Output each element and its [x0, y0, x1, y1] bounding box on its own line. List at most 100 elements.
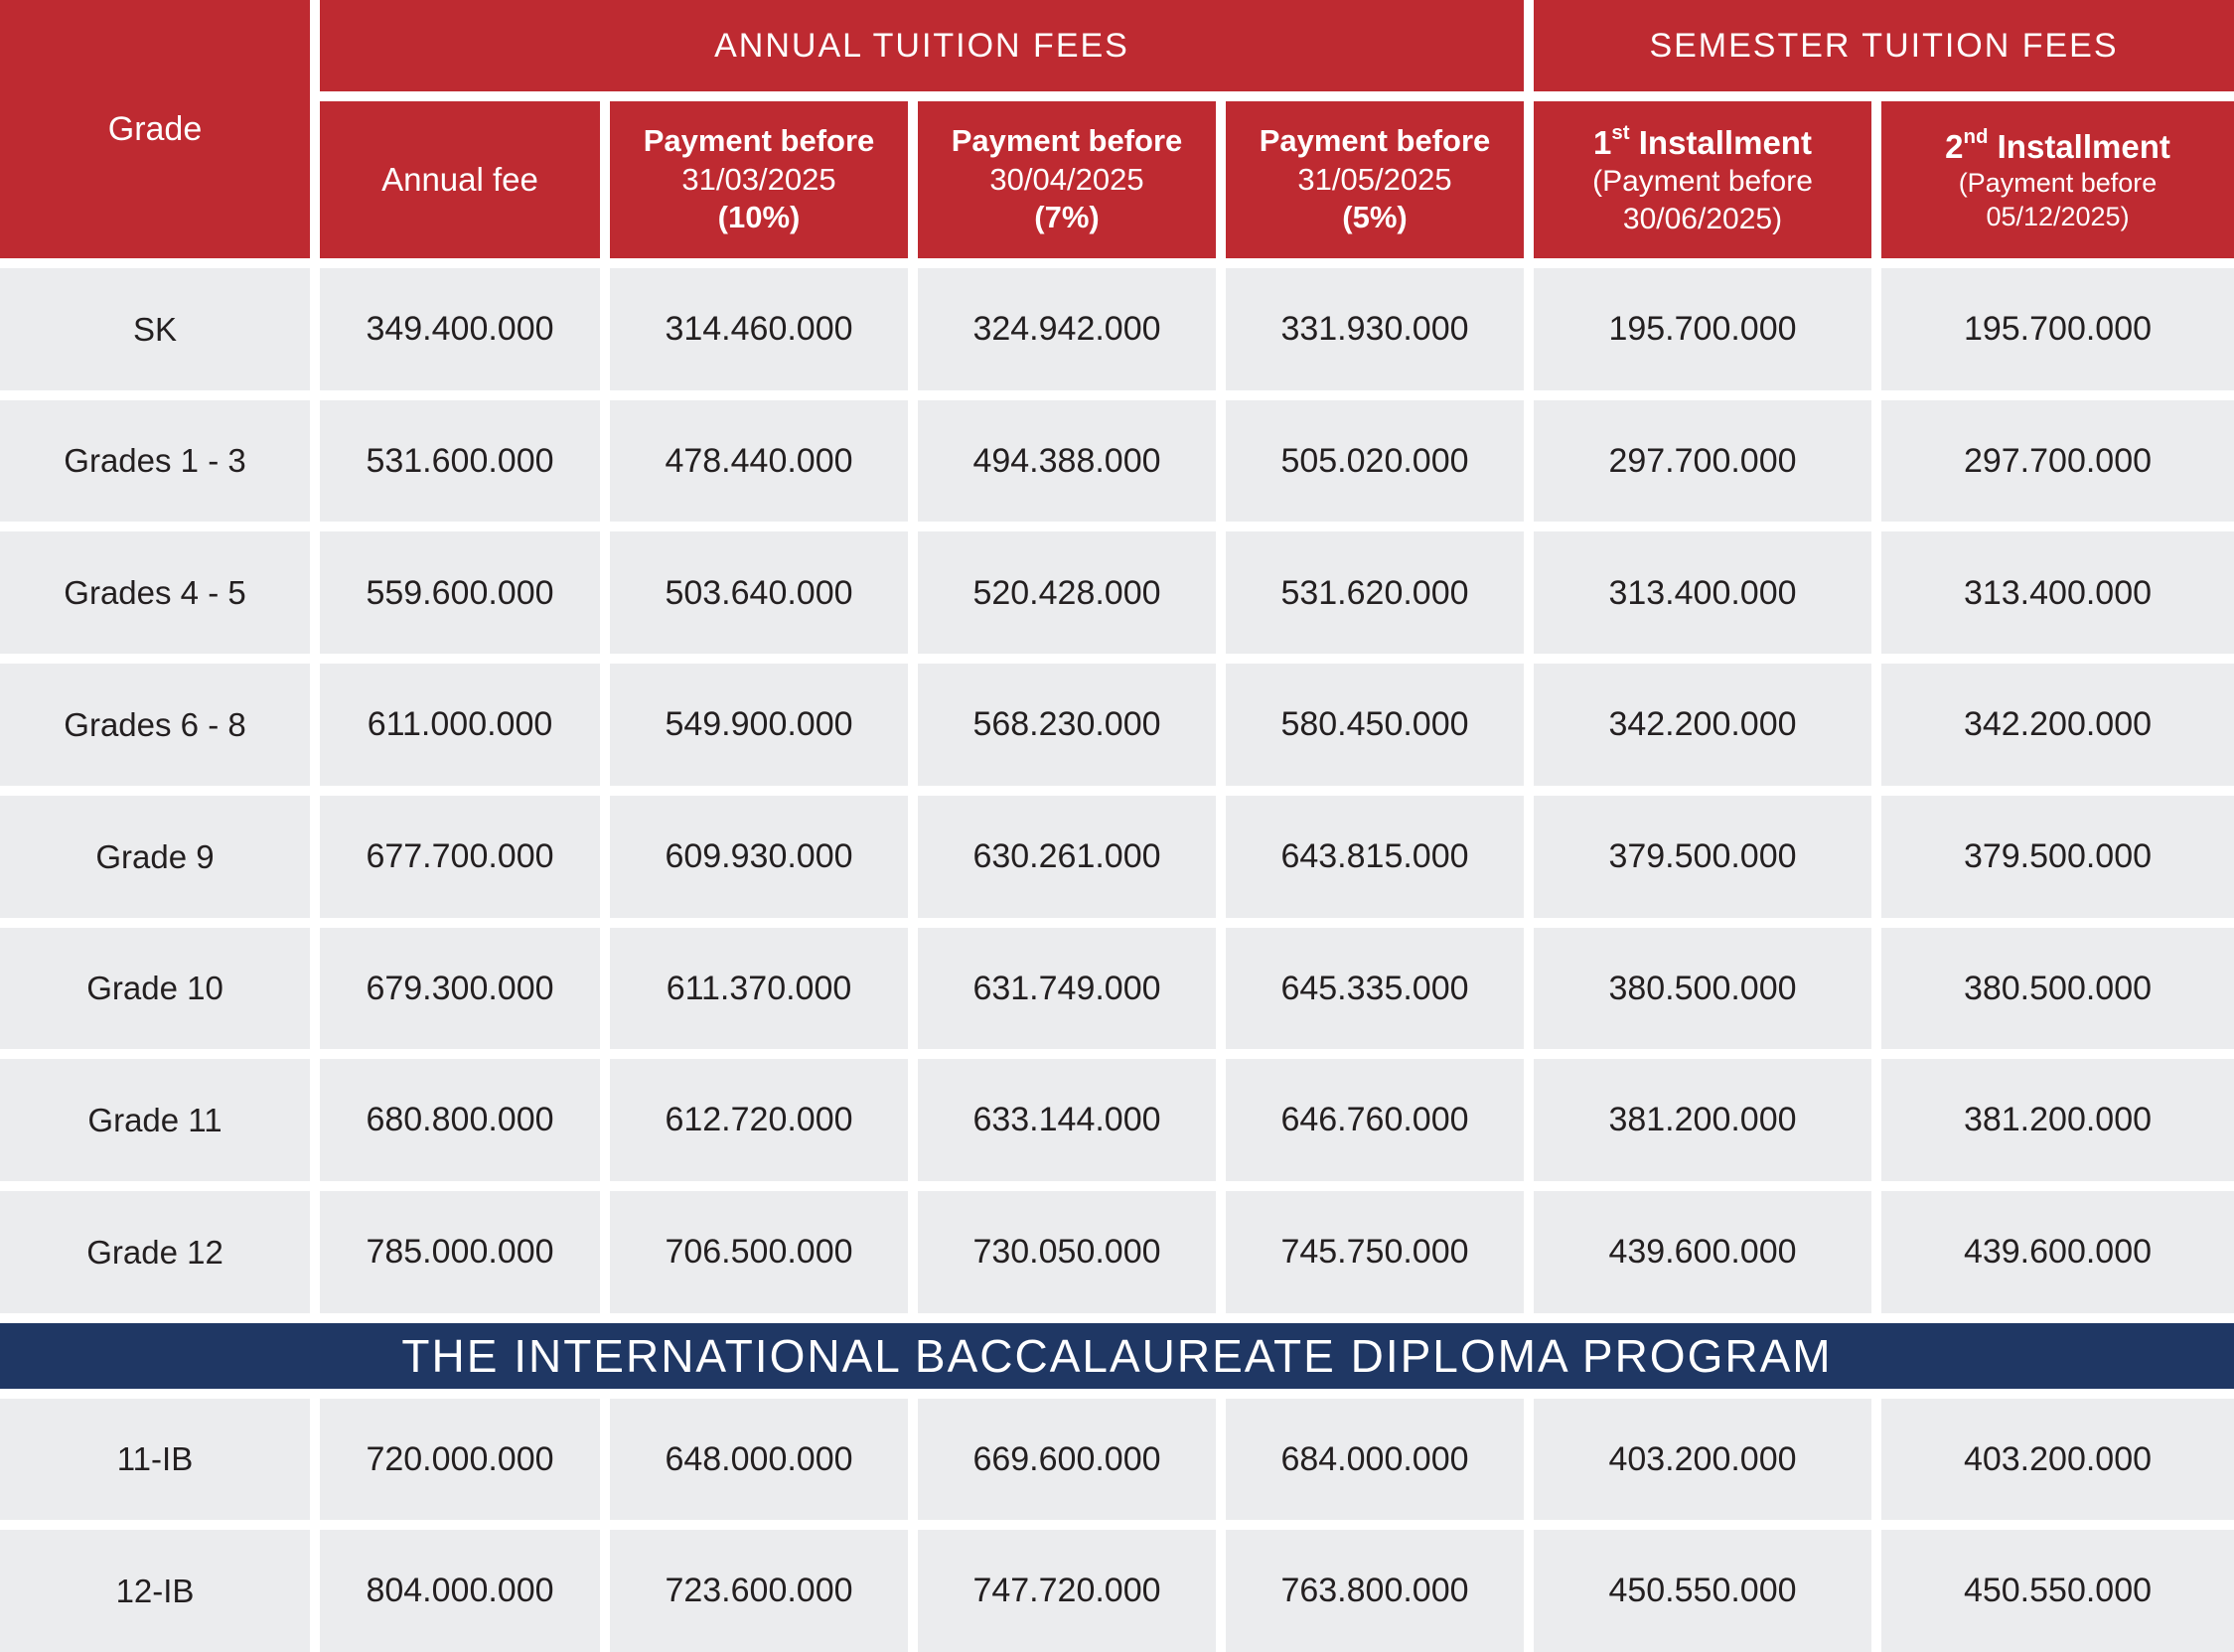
- fee-cell: 723.600.000: [610, 1530, 908, 1652]
- installment-fee-cell: 342.200.000: [1534, 664, 1871, 786]
- grade-cell: Grades 6 - 8: [0, 664, 310, 786]
- table-row-grade-11: Grade 11 680.800.000 612.720.000 633.144…: [0, 1059, 2234, 1181]
- annual-fee-cell: 804.000.000: [320, 1530, 600, 1652]
- installment-fee-cell: 313.400.000: [1534, 531, 1871, 655]
- installment-fee-cell: 381.200.000: [1534, 1059, 1871, 1181]
- fee-cell: 568.230.000: [918, 664, 1216, 786]
- payment-deadline-date: 31/05/2025: [1297, 161, 1452, 197]
- grade-cell: Grades 4 - 5: [0, 531, 310, 655]
- installment-fee-cell: 403.200.000: [1881, 1398, 2234, 1521]
- ib-program-banner: THE INTERNATIONAL BACCALAUREATE DIPLOMA …: [0, 1322, 2234, 1389]
- annual-fee-cell: 349.400.000: [320, 268, 600, 390]
- semester-tuition-fees-group-header: SEMESTER TUITION FEES: [1534, 0, 2234, 91]
- installment-fee-cell: 313.400.000: [1881, 531, 2234, 655]
- discount-percentage: (7%): [1034, 200, 1100, 235]
- payment-before-march-column-header: Payment before 31/03/2025 (10%): [610, 101, 908, 258]
- installment-fee-cell: 195.700.000: [1534, 268, 1871, 390]
- annual-fee-cell: 559.600.000: [320, 531, 600, 655]
- fee-cell: 580.450.000: [1226, 664, 1524, 786]
- installment-fee-cell: 381.200.000: [1881, 1059, 2234, 1181]
- table-row-grade-12: Grade 12 785.000.000 706.500.000 730.050…: [0, 1190, 2234, 1313]
- first-installment-column-header: 1st Installment (Payment before 30/06/20…: [1534, 101, 1871, 258]
- installment-fee-cell: 450.550.000: [1534, 1530, 1871, 1652]
- table-row-grades-1-3: Grades 1 - 3 531.600.000 478.440.000 494…: [0, 399, 2234, 523]
- annual-fee-cell: 720.000.000: [320, 1398, 600, 1521]
- grade-cell: Grade 12: [0, 1190, 310, 1313]
- fee-cell: 643.815.000: [1226, 795, 1524, 918]
- annual-fee-cell: 677.700.000: [320, 795, 600, 918]
- installment-fee-cell: 342.200.000: [1881, 664, 2234, 786]
- fee-cell: 763.800.000: [1226, 1530, 1524, 1652]
- table-row-grade-9: Grade 9 677.700.000 609.930.000 630.261.…: [0, 795, 2234, 918]
- fee-cell: 612.720.000: [610, 1059, 908, 1181]
- payment-before-may-column-header: Payment before 31/05/2025 (5%): [1226, 101, 1524, 258]
- installment-fee-cell: 379.500.000: [1534, 795, 1871, 918]
- installment-deadline-line1: (Payment before: [1958, 167, 2158, 198]
- installment-deadline-line2: 30/06/2025): [1622, 202, 1783, 235]
- payment-before-april-column-header: Payment before 30/04/2025 (7%): [918, 101, 1216, 258]
- table-row-12-ib: 12-IB 804.000.000 723.600.000 747.720.00…: [0, 1530, 2234, 1652]
- fee-cell: 630.261.000: [918, 795, 1216, 918]
- installment-fee-cell: 439.600.000: [1534, 1190, 1871, 1313]
- payment-before-label: Payment before: [1259, 122, 1491, 158]
- annual-fee-cell: 531.600.000: [320, 399, 600, 523]
- payment-deadline-date: 30/04/2025: [989, 161, 1144, 197]
- installment-fee-cell: 379.500.000: [1881, 795, 2234, 918]
- fee-cell: 494.388.000: [918, 399, 1216, 523]
- installment-fee-cell: 380.500.000: [1881, 927, 2234, 1050]
- grade-cell: 11-IB: [0, 1398, 310, 1521]
- table-row-grades-6-8: Grades 6 - 8 611.000.000 549.900.000 568…: [0, 664, 2234, 786]
- annual-fee-cell: 611.000.000: [320, 664, 600, 786]
- fee-cell: 478.440.000: [610, 399, 908, 523]
- grade-cell: Grade 9: [0, 795, 310, 918]
- fee-cell: 331.930.000: [1226, 268, 1524, 390]
- installment-fee-cell: 195.700.000: [1881, 268, 2234, 390]
- installment-fee-cell: 297.700.000: [1534, 399, 1871, 523]
- fee-cell: 669.600.000: [918, 1398, 1216, 1521]
- fee-cell: 324.942.000: [918, 268, 1216, 390]
- fee-cell: 648.000.000: [610, 1398, 908, 1521]
- installment-fee-cell: 439.600.000: [1881, 1190, 2234, 1313]
- grade-cell: Grades 1 - 3: [0, 399, 310, 523]
- fee-cell: 631.749.000: [918, 927, 1216, 1050]
- installment-deadline-line2: 05/12/2025): [1986, 201, 2130, 231]
- fee-cell: 646.760.000: [1226, 1059, 1524, 1181]
- installment-fee-cell: 380.500.000: [1534, 927, 1871, 1050]
- fee-cell: 684.000.000: [1226, 1398, 1524, 1521]
- table-header: Grade ANNUAL TUITION FEES SEMESTER TUITI…: [0, 0, 2234, 258]
- fee-cell: 633.144.000: [918, 1059, 1216, 1181]
- fee-cell: 505.020.000: [1226, 399, 1524, 523]
- grade-cell: 12-IB: [0, 1530, 310, 1652]
- fee-cell: 611.370.000: [610, 927, 908, 1050]
- installment-fee-cell: 403.200.000: [1534, 1398, 1871, 1521]
- fee-cell: 645.335.000: [1226, 927, 1524, 1050]
- ordinal-suffix: st: [1611, 120, 1630, 144]
- grade-cell: Grade 10: [0, 927, 310, 1050]
- fee-cell: 747.720.000: [918, 1530, 1216, 1652]
- payment-before-label: Payment before: [643, 122, 875, 158]
- fee-cell: 730.050.000: [918, 1190, 1216, 1313]
- fee-cell: 706.500.000: [610, 1190, 908, 1313]
- installment-title: 2nd Installment: [1945, 124, 2170, 165]
- annual-fee-cell: 785.000.000: [320, 1190, 600, 1313]
- fee-cell: 549.900.000: [610, 664, 908, 786]
- annual-fee-column-header: Annual fee: [320, 101, 600, 258]
- installment-fee-cell: 450.550.000: [1881, 1530, 2234, 1652]
- fee-cell: 520.428.000: [918, 531, 1216, 655]
- annual-fee-cell: 680.800.000: [320, 1059, 600, 1181]
- payment-deadline-date: 31/03/2025: [681, 161, 836, 197]
- payment-before-label: Payment before: [951, 122, 1183, 158]
- fee-cell: 745.750.000: [1226, 1190, 1524, 1313]
- grade-column-header: Grade: [0, 0, 310, 258]
- discount-percentage: (5%): [1342, 200, 1408, 235]
- grade-cell: Grade 11: [0, 1059, 310, 1181]
- fee-cell: 503.640.000: [610, 531, 908, 655]
- table-row-11-ib: 11-IB 720.000.000 648.000.000 669.600.00…: [0, 1398, 2234, 1521]
- fee-cell: 314.460.000: [610, 268, 908, 390]
- discount-percentage: (10%): [717, 200, 801, 235]
- installment-title: 1st Installment: [1593, 120, 1812, 161]
- table-row-sk: SK 349.400.000 314.460.000 324.942.000 3…: [0, 268, 2234, 390]
- installment-fee-cell: 297.700.000: [1881, 399, 2234, 523]
- ordinal-suffix: nd: [1963, 124, 1989, 148]
